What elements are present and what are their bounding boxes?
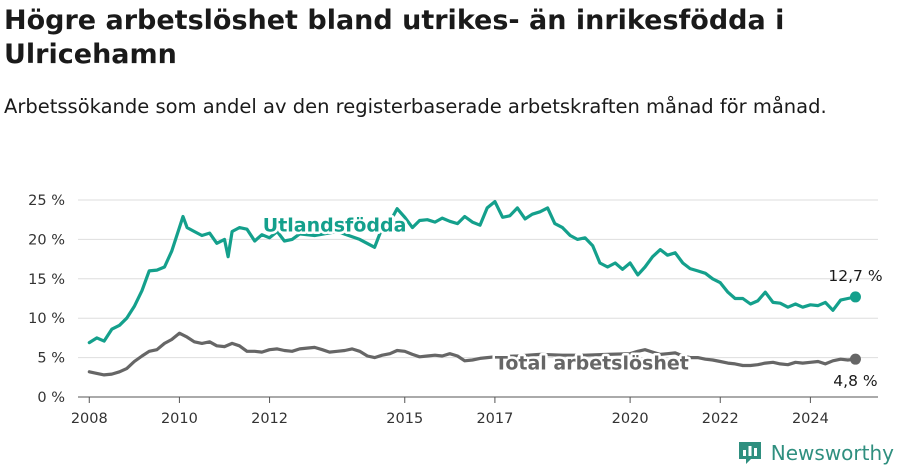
series-line-utlandsfodda [87,200,858,345]
y-tick-label: 15 % [28,272,65,288]
end-value-label: 12,7 % [828,267,882,285]
y-tick-label: 0 % [37,390,65,406]
x-tick-label: 2024 [792,411,829,427]
x-tick-label: 2020 [612,411,649,427]
chart-subtitle: Arbetssökande som andel av den registerb… [4,95,827,118]
y-tick-label: 25 % [28,193,65,209]
y-tick-label: 10 % [28,311,65,327]
x-tick-label: 2017 [476,411,513,427]
series-labels: Utlandsfödda Total arbetslöshet 12,7 % 4,8 … [260,212,882,390]
x-tick-label: 2015 [386,411,423,427]
x-tick-label: 2008 [71,411,108,427]
series-name-total-arbetsloshet: Total arbetslöshet [495,352,689,374]
newsworthy-logo: Newsworthy [737,438,894,468]
end-value-label: 4,8 % [833,372,877,390]
bar-chart-badge-icon [738,442,761,464]
brand-name: Newsworthy [770,441,894,465]
axes: 0 % 5 % 10 % 15 % 20 % 25 % 2008 2010 2012 2015 20… [28,193,878,427]
x-tick-label: 2022 [702,411,739,427]
chart-title: Högre arbetslöshet bland utrikes- än inr… [4,5,785,70]
y-tick-label: 20 % [28,232,65,248]
end-point-utlandsfodda [849,291,861,303]
series-name-utlandsfodda: Utlandsfödda [263,215,407,237]
series-line-total-arbetsloshet [87,331,858,377]
x-tick-label: 2010 [161,411,198,427]
series-lines [87,200,861,377]
grid-lines [78,199,878,359]
y-tick-label: 5 % [37,351,65,367]
x-tick-label: 2012 [251,411,288,427]
end-point-total-arbetsloshet [849,353,861,365]
